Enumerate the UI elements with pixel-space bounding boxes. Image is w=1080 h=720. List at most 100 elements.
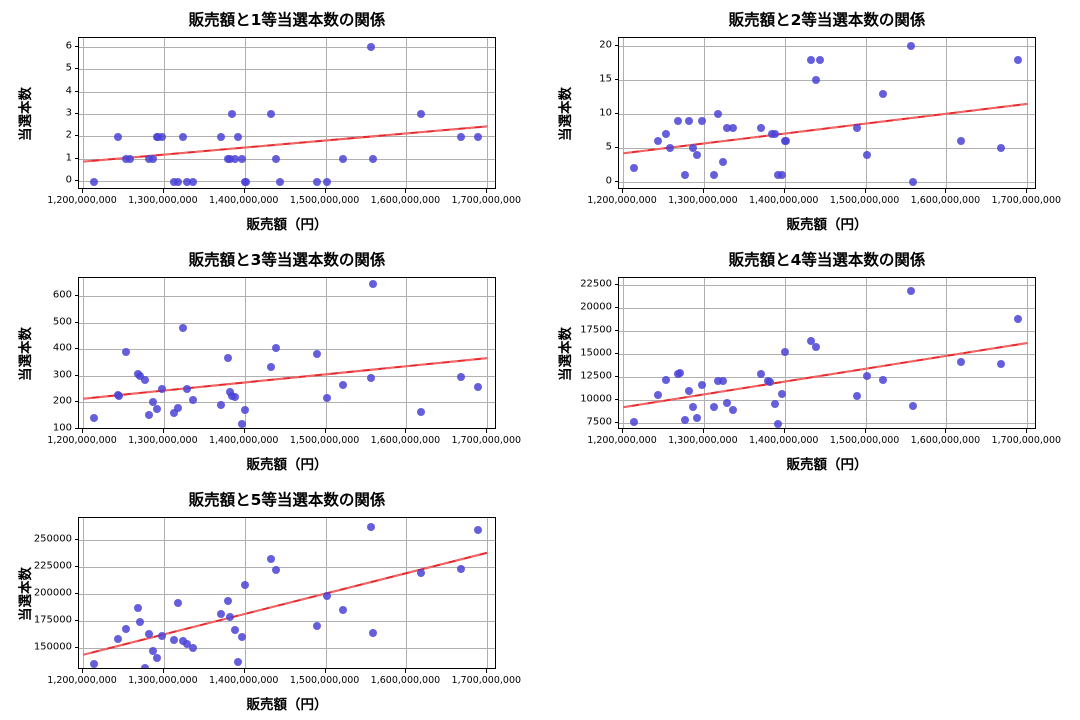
y-tick-label: 100 bbox=[52, 422, 72, 434]
y-tick-label: 5 bbox=[605, 141, 612, 153]
y-tick-mark bbox=[614, 284, 618, 285]
data-point bbox=[226, 387, 235, 396]
gridline-vertical bbox=[245, 38, 246, 188]
data-point bbox=[178, 323, 187, 332]
data-point bbox=[174, 598, 183, 607]
gridline-vertical bbox=[785, 278, 786, 428]
y-tick-label: 3 bbox=[65, 107, 72, 119]
x-tick-label: 1,700,000,000 bbox=[451, 435, 522, 446]
data-point bbox=[144, 630, 153, 639]
data-point bbox=[369, 280, 378, 289]
y-tick-mark bbox=[614, 376, 618, 377]
data-point bbox=[807, 337, 816, 346]
data-point bbox=[121, 624, 130, 633]
x-tick-mark bbox=[405, 669, 406, 673]
y-tick-mark bbox=[74, 113, 78, 114]
data-point bbox=[680, 171, 689, 180]
x-tick-mark bbox=[622, 189, 623, 193]
gridline-horizontal bbox=[79, 92, 495, 93]
y-tick-mark bbox=[74, 68, 78, 69]
x-tick-label: 1,400,000,000 bbox=[208, 435, 279, 446]
gridline-vertical bbox=[164, 38, 165, 188]
data-point bbox=[154, 132, 163, 141]
data-point bbox=[957, 137, 965, 146]
data-point bbox=[629, 164, 638, 173]
trend-line-2 bbox=[622, 102, 1028, 155]
data-point bbox=[369, 155, 378, 163]
gridline-vertical bbox=[946, 38, 947, 188]
data-point bbox=[653, 390, 662, 399]
data-point bbox=[661, 376, 670, 384]
data-point bbox=[688, 143, 697, 152]
data-point bbox=[136, 371, 145, 380]
data-point bbox=[271, 566, 280, 575]
gridline-horizontal bbox=[79, 69, 495, 70]
gridline-horizontal bbox=[619, 331, 1035, 332]
data-point bbox=[217, 400, 226, 409]
x-tick-mark bbox=[1026, 429, 1027, 433]
gridline-vertical bbox=[164, 278, 165, 428]
data-point bbox=[152, 654, 161, 663]
x-tick-label: 1,600,000,000 bbox=[910, 435, 981, 446]
data-point bbox=[170, 635, 179, 644]
y-tick-mark bbox=[74, 620, 78, 621]
chart-title-4: 販売額と4等当選本数の関係 bbox=[728, 251, 926, 269]
y-tick-label: 15000 bbox=[580, 347, 612, 359]
data-point bbox=[815, 55, 824, 64]
data-point bbox=[183, 177, 192, 186]
x-tick-label: 1,300,000,000 bbox=[128, 675, 198, 686]
data-point bbox=[178, 132, 187, 141]
data-point bbox=[692, 150, 701, 159]
gridline-vertical bbox=[406, 38, 407, 188]
data-point bbox=[170, 408, 179, 417]
gridline-vertical bbox=[326, 518, 327, 668]
plot-area-1 bbox=[78, 37, 496, 189]
data-point bbox=[223, 155, 232, 163]
data-point bbox=[338, 606, 347, 615]
data-point bbox=[767, 130, 776, 139]
data-point bbox=[237, 419, 246, 428]
data-point bbox=[417, 110, 425, 118]
data-point bbox=[125, 155, 134, 163]
gridline-vertical bbox=[83, 518, 84, 668]
data-point bbox=[174, 177, 183, 186]
x-tick-label: 1,700,000,000 bbox=[451, 675, 522, 686]
data-point bbox=[121, 155, 130, 163]
y-tick-label: 10 bbox=[599, 107, 612, 119]
data-point bbox=[807, 55, 816, 64]
x-axis-label-1: 販売額（円） bbox=[246, 217, 328, 233]
data-point bbox=[997, 143, 1006, 152]
chart-title-1: 販売額と1等当選本数の関係 bbox=[188, 11, 386, 29]
y-tick-mark bbox=[614, 45, 618, 46]
data-point bbox=[134, 604, 142, 613]
gridline-horizontal bbox=[79, 621, 495, 622]
data-point bbox=[909, 401, 918, 410]
y-tick-mark bbox=[614, 307, 618, 308]
x-tick-label: 1,500,000,000 bbox=[289, 195, 360, 206]
y-axis-label-2: 当選本数 bbox=[558, 87, 574, 141]
gridline-vertical bbox=[406, 278, 407, 428]
data-point bbox=[366, 373, 375, 382]
y-tick-label: 6 bbox=[65, 40, 72, 52]
y-tick-mark bbox=[74, 295, 78, 296]
plot-area-5 bbox=[78, 517, 496, 669]
y-tick-label: 400 bbox=[52, 342, 72, 354]
x-tick-mark bbox=[703, 429, 704, 433]
x-tick-label: 1,200,000,000 bbox=[47, 675, 117, 686]
gridline-vertical bbox=[866, 38, 867, 188]
data-point bbox=[684, 116, 693, 125]
x-tick-label: 1,500,000,000 bbox=[289, 675, 360, 686]
data-point bbox=[697, 116, 706, 125]
gridline-vertical bbox=[83, 38, 84, 188]
x-axis-label-3: 販売額（円） bbox=[246, 457, 328, 473]
data-point bbox=[231, 155, 239, 163]
data-point bbox=[718, 376, 727, 385]
data-point bbox=[113, 634, 122, 643]
y-tick-label: 7500 bbox=[586, 416, 612, 428]
gridline-horizontal bbox=[619, 400, 1035, 401]
data-point bbox=[878, 89, 887, 98]
gridline-horizontal bbox=[79, 594, 495, 595]
data-point bbox=[909, 177, 918, 186]
y-tick-mark bbox=[74, 46, 78, 47]
